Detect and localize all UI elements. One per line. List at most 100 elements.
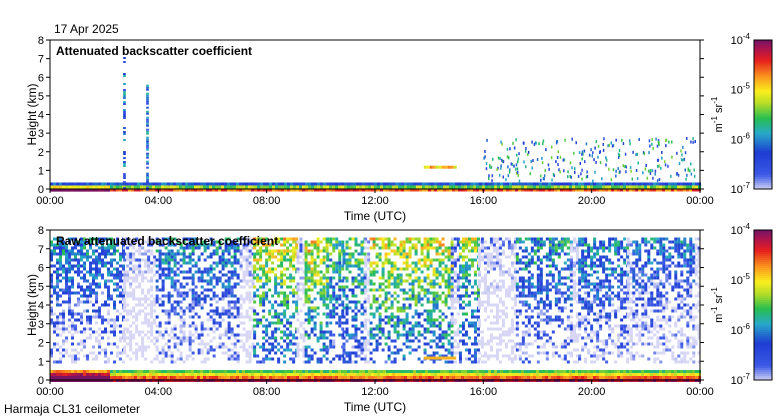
- noise-cell: [447, 348, 451, 352]
- noise-cell: [182, 324, 186, 328]
- noise-cell: [536, 303, 540, 307]
- noise-cell: [98, 282, 101, 286]
- noise-cell: [164, 255, 168, 259]
- noise-cell: [89, 315, 92, 319]
- noise-cell: [536, 246, 540, 250]
- noise-cell: [239, 315, 243, 319]
- cloud-cell: [663, 160, 666, 164]
- noise-cell: [123, 318, 127, 322]
- noise-cell: [138, 261, 142, 265]
- noise-cell: [536, 351, 540, 355]
- layer-cell: [110, 188, 113, 192]
- layer-cell: [224, 182, 227, 186]
- noise-cell: [458, 255, 462, 259]
- colorbar-cell: [754, 103, 772, 107]
- noise-cell: [129, 312, 133, 316]
- cloud-cell: [624, 164, 626, 168]
- noise-cell: [345, 267, 349, 271]
- noise-cell: [197, 255, 201, 259]
- noise-cell: [185, 357, 189, 361]
- layer-cell: [623, 182, 626, 186]
- layer-cell: [401, 182, 404, 186]
- noise-cell: [295, 246, 299, 250]
- noise-cell: [524, 315, 528, 319]
- noise-cell: [357, 339, 361, 343]
- noise-cell: [194, 297, 198, 301]
- noise-cell: [286, 285, 290, 289]
- noise-cell: [325, 297, 329, 301]
- feature-elevated-layer: [423, 165, 457, 169]
- noise-cell: [245, 360, 249, 364]
- noise-cell: [545, 279, 549, 283]
- noise-cell: [56, 333, 59, 337]
- noise-cell: [296, 327, 300, 331]
- layer-cell: [686, 185, 689, 189]
- noise-cell: [432, 354, 436, 358]
- noise-cell: [326, 288, 330, 292]
- noise-cell: [429, 261, 433, 265]
- noise-cell: [461, 276, 465, 280]
- noise-cell: [147, 243, 151, 247]
- noise-cell: [367, 297, 371, 301]
- noise-cell: [209, 309, 213, 313]
- noise-cell: [527, 252, 531, 256]
- noise-cell: [357, 279, 361, 283]
- noise-cell: [539, 297, 543, 301]
- noise-cell: [345, 294, 349, 298]
- noise-cell: [435, 267, 439, 271]
- noise-cell: [420, 297, 424, 301]
- noise-cell: [304, 282, 308, 286]
- layer-cell: [596, 188, 599, 192]
- noise-cell: [50, 354, 53, 358]
- noise-cell: [80, 270, 83, 274]
- noise-cell: [447, 258, 451, 262]
- noise-cell: [483, 246, 487, 250]
- noise-cell: [351, 288, 355, 292]
- noise-cell: [173, 312, 177, 316]
- layer-cell: [335, 188, 338, 192]
- noise-cell: [50, 279, 53, 283]
- noise-cell: [354, 264, 358, 268]
- noise-cell: [239, 321, 243, 325]
- noise-cell: [197, 336, 201, 340]
- noise-cell: [176, 273, 180, 277]
- layer-cell: [146, 182, 149, 186]
- noise-cell: [233, 306, 237, 310]
- noise-cell: [116, 288, 119, 292]
- colorbar-cell: [754, 167, 772, 170]
- noise-cell: [332, 303, 336, 307]
- noise-cell: [467, 294, 471, 298]
- layer-cell: [536, 188, 539, 192]
- noise-cell: [381, 261, 385, 265]
- noise-cell: [345, 327, 349, 331]
- noise-cell: [486, 258, 490, 262]
- noise-cell: [212, 252, 216, 256]
- noise-cell: [80, 321, 83, 325]
- layer-cell: [416, 185, 419, 189]
- noise-cell: [495, 357, 499, 361]
- layer-cell: [134, 185, 137, 189]
- noise-cell: [144, 252, 148, 256]
- noise-cell: [372, 273, 376, 277]
- noise-cell: [342, 351, 346, 355]
- layer-cell: [518, 182, 521, 186]
- noise-cell: [495, 237, 499, 241]
- noise-cell: [86, 279, 89, 283]
- layer-cell: [362, 182, 365, 186]
- layer-cell: [62, 182, 65, 186]
- cloud-cell: [657, 158, 660, 162]
- layer-cell: [302, 188, 305, 192]
- noise-cell: [539, 279, 543, 283]
- noise-cell: [268, 324, 272, 328]
- noise-cell: [132, 276, 136, 280]
- cloud-cell: [569, 161, 572, 165]
- layer-cell: [671, 182, 674, 186]
- noise-cell: [161, 282, 165, 286]
- layer-cell: [695, 185, 698, 189]
- noise-cell: [387, 315, 391, 319]
- noise-cell: [335, 306, 339, 310]
- noise-cell: [375, 348, 379, 352]
- noise-cell: [483, 240, 487, 244]
- noise-cell: [50, 306, 53, 310]
- noise-cell: [450, 315, 454, 319]
